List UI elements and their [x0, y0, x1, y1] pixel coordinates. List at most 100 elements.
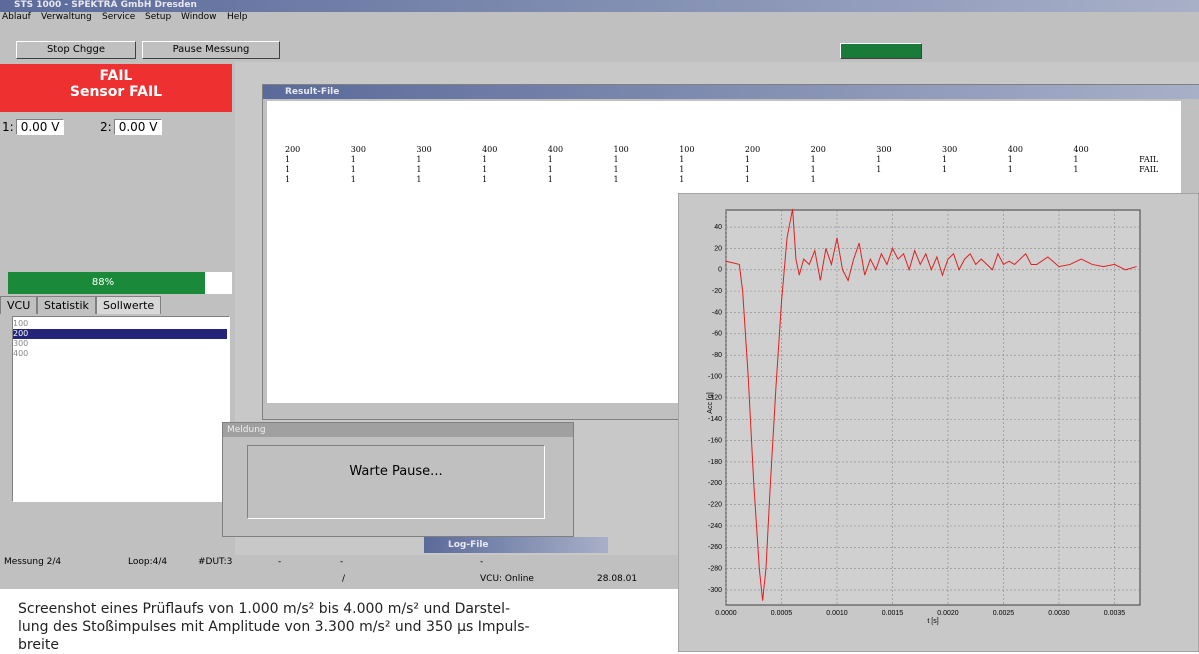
- channel-value: 0.00 V: [114, 119, 163, 135]
- y-tick-label: -140: [708, 416, 722, 423]
- y-tick-label: -220: [708, 501, 722, 508]
- x-tick-label: 0.0005: [771, 610, 793, 617]
- list-item[interactable]: 200: [13, 329, 227, 339]
- x-axis-label: t [s]: [927, 618, 938, 625]
- y-tick-label: -20: [712, 288, 722, 295]
- menu-item[interactable]: Verwaltung: [41, 12, 92, 22]
- toolbar-icons[interactable]: [840, 43, 922, 59]
- status: FAIL: [0, 68, 232, 84]
- y-tick-label: -100: [708, 373, 722, 380]
- caption-line: lung des Stoßimpulses mit Amplitude von …: [18, 618, 530, 636]
- result-cell: 1: [614, 175, 619, 184]
- result-cell: 1: [811, 155, 816, 164]
- result-cell: 1: [1073, 165, 1078, 174]
- result-cell: 1: [942, 165, 947, 174]
- title-bar: STS 1000 - SPEKTRA GmbH Dresden: [0, 0, 1199, 12]
- menu-item[interactable]: Service: [102, 12, 135, 22]
- status-cell: Messung 2/4: [4, 557, 61, 567]
- dialog: Meldung Warte Pause...: [222, 422, 574, 537]
- channel-label: 1:: [2, 120, 14, 134]
- result-cell: 1: [745, 165, 750, 174]
- y-tick-label: -300: [708, 587, 722, 594]
- menu-item[interactable]: Help: [227, 12, 248, 22]
- y-tick-label: -40: [712, 309, 722, 316]
- tab[interactable]: VCU: [0, 296, 37, 314]
- y-tick-label: -200: [708, 480, 722, 487]
- result-cell: 1: [482, 175, 487, 184]
- status-cell: Loop:4/4: [128, 557, 167, 567]
- tab[interactable]: Statistik: [37, 296, 96, 314]
- y-tick-label: -280: [708, 566, 722, 573]
- menu-item[interactable]: Window: [181, 12, 217, 22]
- result-cell: 1: [285, 165, 290, 174]
- plot-area: [726, 210, 1140, 605]
- tab[interactable]: Sollwerte: [96, 296, 161, 314]
- result-cell: 1: [745, 175, 750, 184]
- x-tick-label: 0.0010: [826, 610, 848, 617]
- y-tick-label: 0: [718, 267, 722, 274]
- list-item[interactable]: 400: [13, 349, 227, 359]
- result-cell: 400: [1073, 145, 1088, 154]
- menu-bar: Ablauf Verwaltung Service Setup Window Help: [0, 12, 1199, 24]
- result-cell: 1: [416, 175, 421, 184]
- x-tick-label: 0.0020: [937, 610, 959, 617]
- log-window[interactable]: Log-File: [424, 537, 608, 553]
- stop-button[interactable]: Stop Chgge: [16, 41, 136, 59]
- result-cell: 1: [416, 155, 421, 164]
- left-panel: FAIL Sensor FAIL 1:0.00 V 2:0.00 V 88% V…: [0, 62, 235, 555]
- y-tick-label: -240: [708, 523, 722, 530]
- result-cell: 1: [548, 155, 553, 164]
- y-tick-label: -180: [708, 459, 722, 466]
- result-cell: 1: [745, 155, 750, 164]
- result-cell: 1: [679, 155, 684, 164]
- channel-label: 2:: [100, 120, 112, 134]
- channel-1: 1:0.00 V: [2, 120, 64, 134]
- y-tick-label: -80: [712, 352, 722, 359]
- result-cell: FAIL: [1139, 165, 1158, 174]
- list-item[interactable]: 100: [13, 319, 227, 329]
- caption-line: breite: [18, 636, 530, 654]
- log-title: Log-File: [448, 540, 489, 550]
- page: {"window":{"title":"STS 1000 - SPEKTRA G…: [0, 0, 1199, 652]
- result-cell: 1: [416, 165, 421, 174]
- result-cell: 1: [351, 155, 356, 164]
- x-tick-label: 0.0000: [715, 610, 737, 617]
- result-cell: 200: [745, 145, 760, 154]
- menu-item[interactable]: Setup: [145, 12, 171, 22]
- result-cell: 200: [811, 145, 826, 154]
- result-cell: 1: [285, 155, 290, 164]
- result-cell: 1: [811, 165, 816, 174]
- result-cell: 300: [351, 145, 366, 154]
- result-cell: 1: [1008, 155, 1013, 164]
- status-cell: 28.08.01: [597, 574, 637, 584]
- channel-value: 0.00 V: [16, 119, 65, 135]
- result-cell: 100: [679, 145, 694, 154]
- progress-label: 88%: [8, 272, 198, 294]
- caption: Screenshot eines Prüflaufs von 1.000 m/s…: [18, 600, 530, 654]
- result-cell: 1: [876, 165, 881, 174]
- menu-item[interactable]: Ablauf: [2, 12, 31, 22]
- dialog-message: Warte Pause...: [247, 445, 545, 519]
- list-item[interactable]: 300: [13, 339, 227, 349]
- y-tick-label: 40: [714, 224, 722, 231]
- result-cell: 1: [548, 175, 553, 184]
- result-cell: 400: [482, 145, 497, 154]
- caption-line: Screenshot eines Prüflaufs von 1.000 m/s…: [18, 600, 530, 618]
- result-cell: 300: [942, 145, 957, 154]
- y-tick-label: -160: [708, 437, 722, 444]
- x-tick-label: 0.0035: [1104, 610, 1126, 617]
- result-title: Result-File: [285, 87, 339, 97]
- y-tick-label: 20: [714, 245, 722, 252]
- y-axis-label: Acc [g]: [707, 392, 714, 413]
- status-cell: -: [340, 557, 343, 567]
- result-cell: 1: [351, 175, 356, 184]
- status-cell: VCU: Online: [480, 574, 534, 584]
- status-cell: #DUT:3: [198, 557, 232, 567]
- status-cell: /: [342, 574, 345, 584]
- result-cell: 200: [285, 145, 300, 154]
- pause-button[interactable]: Pause Messung: [142, 41, 280, 59]
- result-title-bar: Result-File: [263, 85, 1199, 99]
- channel-2: 2:0.00 V: [100, 120, 162, 134]
- result-cell: FAIL: [1139, 155, 1158, 164]
